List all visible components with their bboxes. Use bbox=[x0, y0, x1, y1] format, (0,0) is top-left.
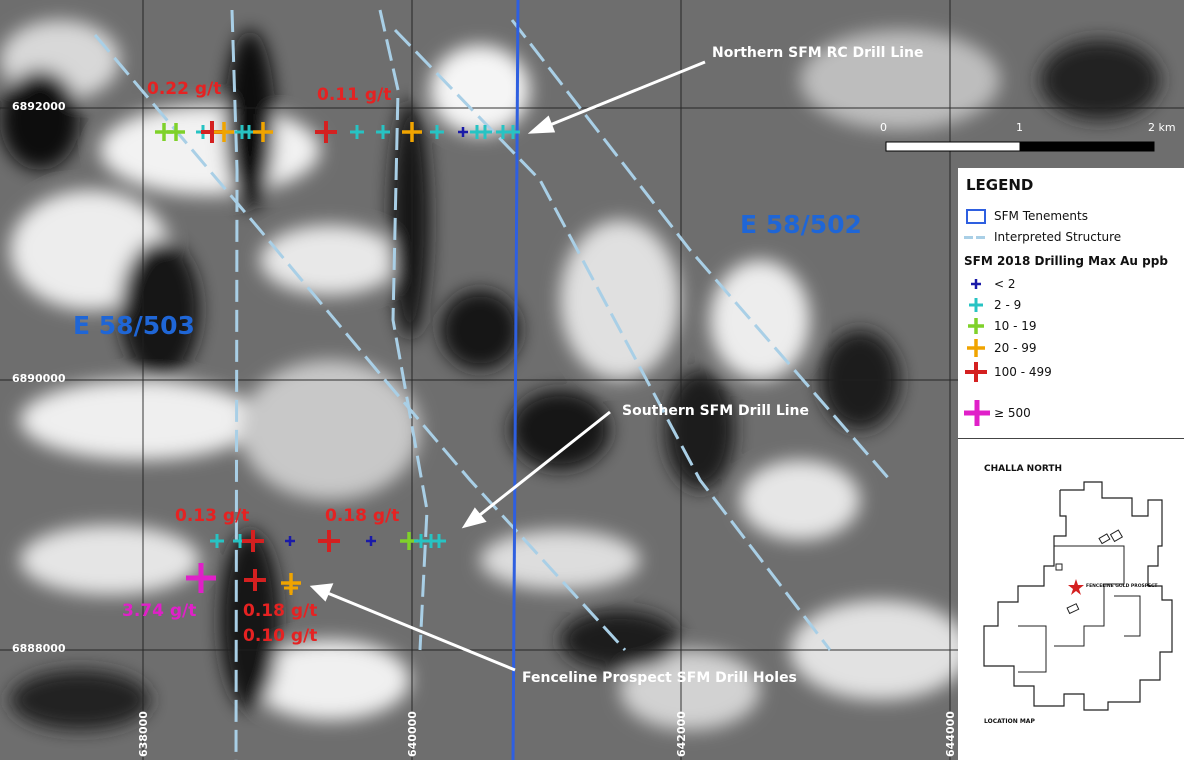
drill-hole-100-499[interactable] bbox=[242, 530, 264, 552]
legend-divider bbox=[958, 438, 1184, 439]
drill-hole-2-9[interactable] bbox=[478, 125, 492, 139]
marker-10-19-icon bbox=[968, 318, 984, 334]
drill-hole-2-9[interactable] bbox=[430, 125, 444, 139]
drill-hole-20-99[interactable] bbox=[284, 581, 298, 595]
legend-drilling-title: SFM 2018 Drilling Max Au ppb bbox=[964, 254, 1168, 268]
assay-label: 0.13 g/t bbox=[175, 506, 249, 526]
legend-item-lt2: < 2 bbox=[964, 274, 1016, 294]
legend-item-100-499: 100 - 499 bbox=[964, 362, 1052, 382]
assay-label: 0.18 g/t bbox=[243, 601, 317, 621]
legend-label: < 2 bbox=[994, 277, 1016, 291]
drill-hole-lt2[interactable] bbox=[366, 536, 376, 546]
legend-label: 100 - 499 bbox=[994, 365, 1052, 379]
legend-item-2-9: 2 - 9 bbox=[964, 295, 1021, 315]
drill-hole-100-499[interactable] bbox=[244, 569, 266, 591]
magnetic-imagery bbox=[0, 20, 1160, 730]
northing-label-1: 6892000 bbox=[12, 100, 66, 113]
structure-swatch bbox=[964, 227, 990, 247]
drill-hole-20-99[interactable] bbox=[214, 122, 234, 142]
interpreted-structures bbox=[93, 9, 892, 760]
inset-prospect-label: FENCELINE GOLD PROSPECT bbox=[1086, 583, 1158, 589]
drill-hole-2-9[interactable] bbox=[376, 125, 390, 139]
drill-hole-2-9[interactable] bbox=[432, 534, 446, 548]
prospect-star-icon[interactable] bbox=[1068, 579, 1084, 595]
callout-fenceline-drill-holes: Fenceline Prospect SFM Drill Holes bbox=[522, 670, 797, 686]
legend-title: LEGEND bbox=[966, 176, 1034, 194]
marker-20-99-icon bbox=[967, 339, 985, 357]
easting-label-4: 644000 bbox=[944, 711, 957, 757]
easting-label-3: 642000 bbox=[675, 711, 688, 757]
drill-hole-markers[interactable] bbox=[155, 121, 520, 595]
assay-label: 0.22 g/t bbox=[147, 79, 221, 99]
legend-label: 10 - 19 bbox=[994, 319, 1037, 333]
marker-2-9-icon bbox=[969, 298, 983, 312]
drill-hole-2-9[interactable] bbox=[350, 125, 364, 139]
marker-100-499-icon bbox=[965, 362, 987, 382]
legend-label: 2 - 9 bbox=[994, 298, 1022, 312]
drill-hole-20-99[interactable] bbox=[402, 122, 422, 142]
legend-item-500-plus: ≥ 500 bbox=[964, 400, 1031, 426]
legend-label: 20 - 99 bbox=[994, 341, 1037, 355]
location-map-inset[interactable]: FENCELINE GOLD PROSPECT bbox=[974, 476, 1184, 716]
legend-label: ≥ 500 bbox=[994, 406, 1031, 420]
tenement-boundary bbox=[511, 0, 520, 760]
callout-arrows bbox=[309, 60, 706, 672]
tenement-label-e58-502: E 58/502 bbox=[740, 210, 862, 239]
northing-label-2: 6890000 bbox=[12, 372, 66, 385]
assay-label-high-grade: 3.74 g/t bbox=[122, 601, 196, 621]
drill-hole-2-9[interactable] bbox=[210, 534, 224, 548]
assay-label: 0.10 g/t bbox=[243, 626, 317, 646]
tenement-label-e58-503: E 58/503 bbox=[73, 311, 195, 340]
legend-panel: LEGEND SFM Tenements Interpreted Structu… bbox=[958, 168, 1184, 760]
drill-hole-500-plus[interactable] bbox=[186, 563, 216, 593]
scale-bar bbox=[885, 141, 1155, 152]
marker-500-plus-icon bbox=[964, 400, 990, 426]
marker-lt2-icon bbox=[971, 279, 981, 289]
legend-item-10-19: 10 - 19 bbox=[964, 316, 1037, 336]
drill-hole-lt2[interactable] bbox=[458, 127, 468, 137]
drill-hole-10-19[interactable] bbox=[167, 123, 185, 141]
easting-label-1: 638000 bbox=[137, 711, 150, 757]
legend-item-structure: Interpreted Structure bbox=[964, 227, 1121, 247]
drill-hole-lt2[interactable] bbox=[285, 536, 295, 546]
drill-hole-100-499[interactable] bbox=[315, 121, 337, 143]
drill-hole-100-499[interactable] bbox=[318, 530, 340, 552]
scale-label-1: 1 bbox=[1016, 121, 1023, 134]
drill-hole-2-9[interactable] bbox=[506, 125, 520, 139]
scale-label-2: 2 km bbox=[1148, 121, 1176, 134]
legend-label: Interpreted Structure bbox=[994, 230, 1122, 244]
legend-item-20-99: 20 - 99 bbox=[964, 338, 1037, 358]
drill-hole-20-99[interactable] bbox=[253, 122, 273, 142]
inset-footer: LOCATION MAP bbox=[984, 718, 1035, 725]
assay-label: 0.18 g/t bbox=[325, 506, 399, 526]
northing-label-3: 6888000 bbox=[12, 642, 66, 655]
inset-title: CHALLA NORTH bbox=[984, 464, 1063, 474]
assay-label: 0.11 g/t bbox=[317, 85, 391, 105]
scale-label-0: 0 bbox=[880, 121, 887, 134]
legend-item-tenements: SFM Tenements bbox=[964, 206, 1088, 226]
callout-southern-drill-line: Southern SFM Drill Line bbox=[622, 403, 809, 419]
callout-northern-drill-line: Northern SFM RC Drill Line bbox=[712, 45, 924, 61]
legend-label: SFM Tenements bbox=[994, 209, 1088, 223]
easting-label-2: 640000 bbox=[406, 711, 419, 757]
tenement-swatch bbox=[964, 206, 990, 226]
